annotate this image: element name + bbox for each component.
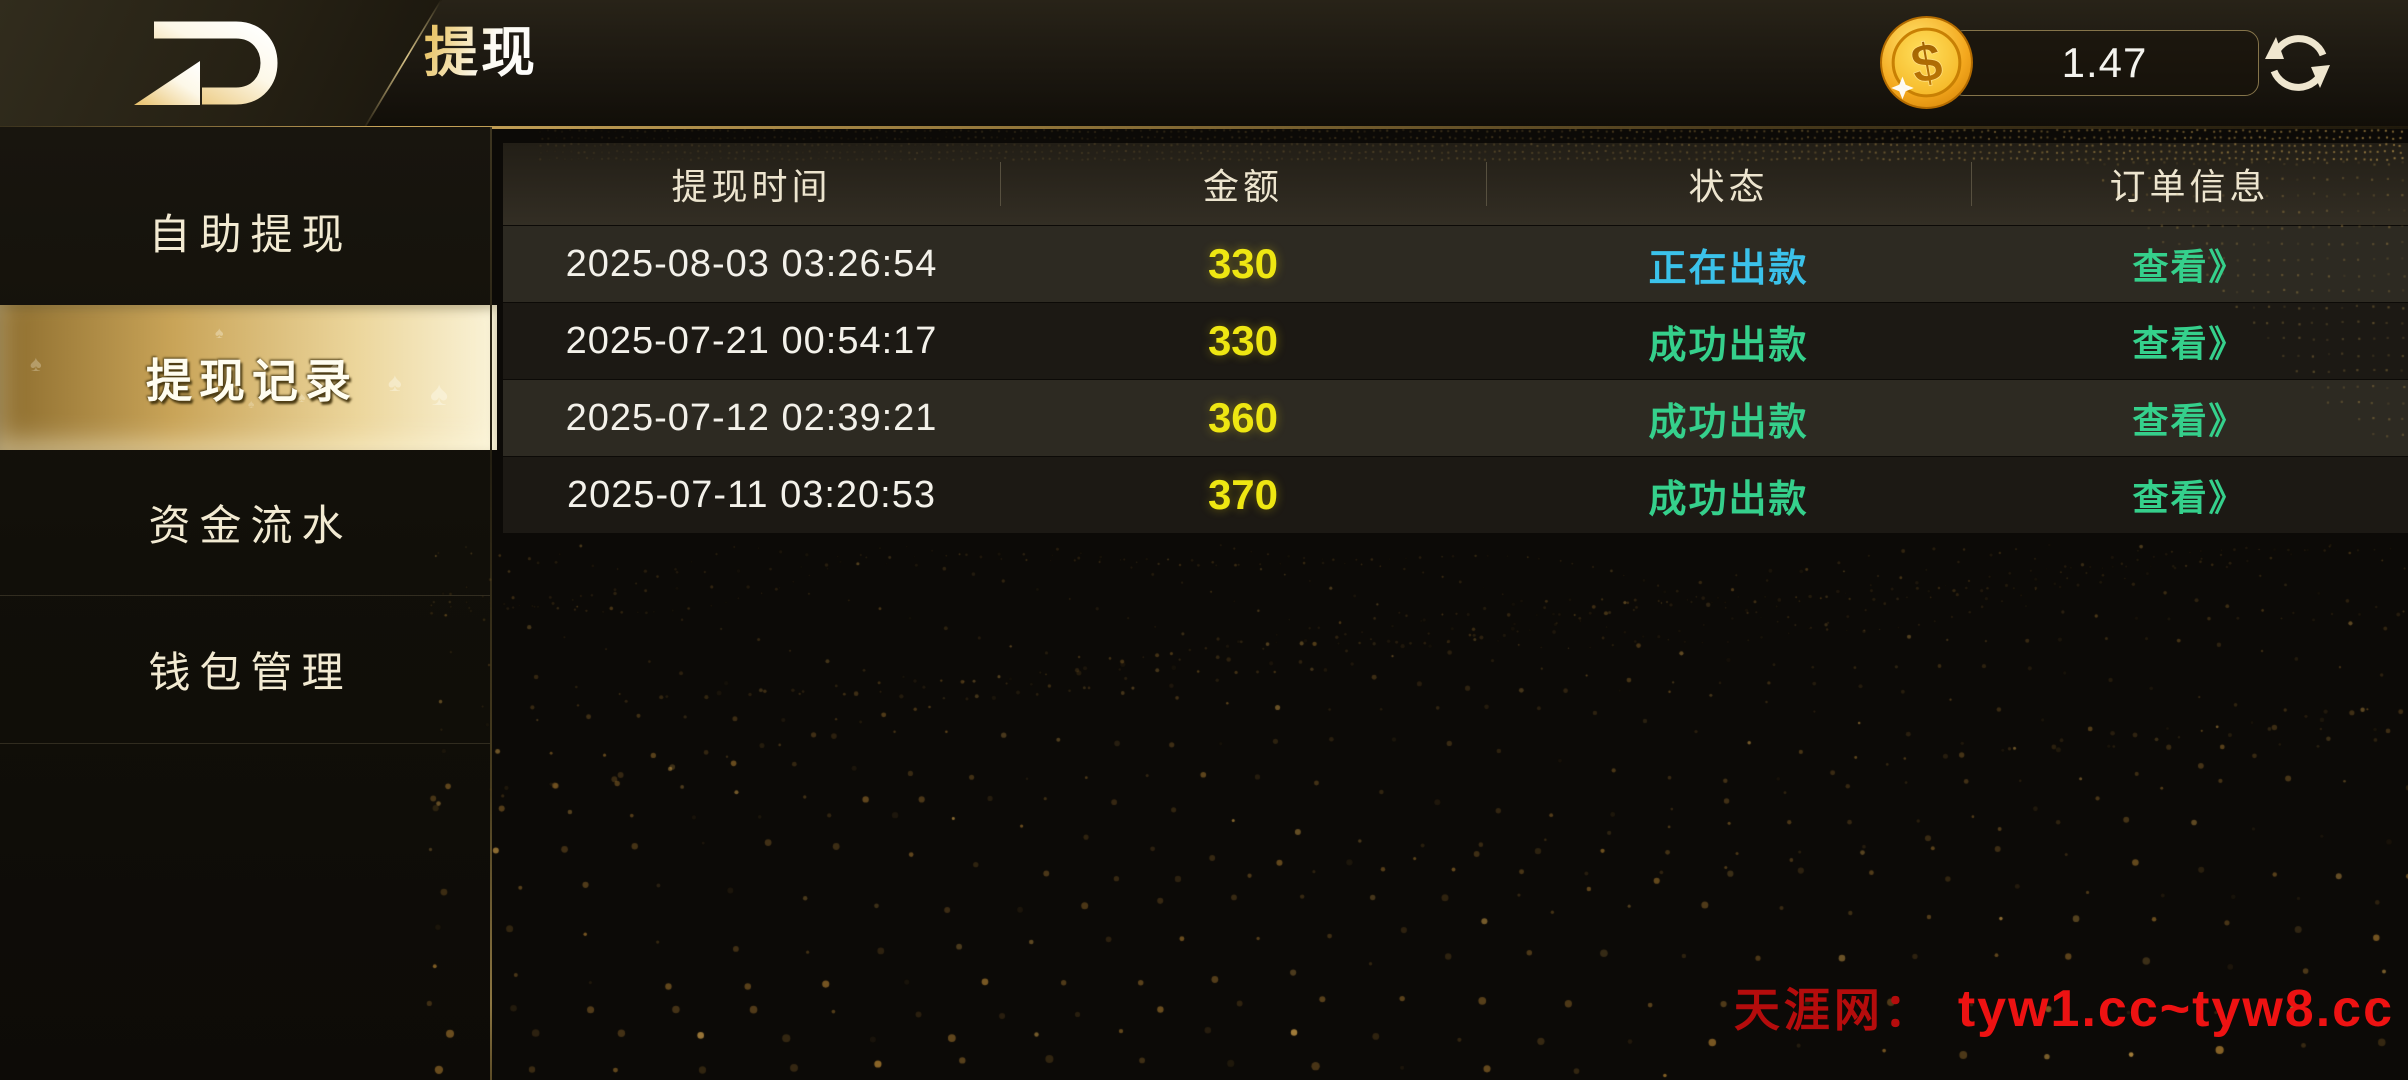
- withdraw-time: 2025-07-12 02:39:21: [565, 396, 938, 439]
- refresh-button[interactable]: [2262, 27, 2334, 99]
- balance-pill[interactable]: 1.47: [1950, 30, 2259, 96]
- view-order-link[interactable]: 查看》: [2132, 323, 2247, 364]
- withdraw-status: 成功出款: [1648, 478, 1809, 521]
- view-order-link[interactable]: 查看》: [2132, 400, 2247, 441]
- refresh-icon: [2265, 35, 2330, 91]
- watermark-urls: tyw1.cc~tyw8.cc: [1957, 980, 2394, 1038]
- sidebar-item-label: 自助提现: [148, 210, 353, 258]
- withdraw-amount: 330: [1207, 317, 1279, 364]
- column-header-time: 提现时间: [671, 166, 832, 207]
- balance-display: 1.47 $: [1878, 14, 2298, 114]
- table-row: 2025-07-21 00:54:17 330 成功出款 查看》: [503, 303, 2408, 379]
- withdraw-amount: 330: [1207, 240, 1279, 287]
- logo-panel: [0, 0, 442, 127]
- withdraw-time: 2025-07-11 03:20:53: [566, 473, 937, 516]
- brand-logo-icon[interactable]: [108, 17, 298, 109]
- spade-icon: [215, 325, 224, 343]
- sidebar-item-self-withdraw[interactable]: 自助提现: [0, 157, 492, 305]
- withdraw-amount: 360: [1207, 394, 1279, 441]
- sidebar-divider: [490, 127, 492, 1080]
- sidebar-item-label: 钱包管理: [148, 648, 353, 696]
- withdraw-amount: 370: [1207, 471, 1279, 518]
- view-order-link[interactable]: 查看》: [2132, 477, 2247, 518]
- page-title: 提现: [424, 23, 538, 83]
- sidebar-item-label: 资金流水: [148, 502, 353, 549]
- table-row: 2025-08-03 03:26:54 330 正在出款 查看》: [503, 226, 2408, 302]
- table-row: 2025-07-11 03:20:53 370 成功出款 查看》: [503, 457, 2408, 533]
- withdraw-time: 2025-07-21 00:54:17: [565, 319, 938, 362]
- column-divider: [1000, 162, 1001, 206]
- spade-icon: [30, 351, 42, 377]
- watermark: 天涯网： tyw1.cc~tyw8.cc: [1734, 974, 2394, 1040]
- sidebar-item-label: 提现记录: [146, 354, 358, 407]
- withdraw-status: 成功出款: [1648, 324, 1809, 367]
- view-order-link[interactable]: 查看》: [2132, 246, 2247, 287]
- sidebar-item-wallet-management[interactable]: 钱包管理: [0, 595, 492, 744]
- spade-icon: [430, 375, 448, 414]
- watermark-site-name: 天涯网：: [1733, 984, 1934, 1036]
- column-divider: [1971, 162, 1972, 206]
- column-header-order-info: 订单信息: [2109, 166, 2270, 207]
- column-header-status: 状态: [1688, 166, 1769, 207]
- balance-value: 1.47: [2061, 39, 2148, 86]
- sidebar-item-withdraw-records-active[interactable]: 提现记录: [0, 305, 497, 450]
- withdraw-status: 正在出款: [1648, 247, 1809, 290]
- withdraw-records-table: 提现时间 金额 状态 订单信息 2025-08-03 03:26:54 330 …: [503, 143, 2408, 533]
- table-header-row: 提现时间 金额 状态 订单信息: [503, 143, 2408, 225]
- sidebar-item-fund-flow[interactable]: 资金流水: [0, 450, 492, 596]
- column-divider: [1486, 162, 1487, 206]
- sidebar: 自助提现 提现记录 资金流水 钱包管理: [0, 127, 497, 1080]
- column-header-amount: 金额: [1202, 166, 1283, 207]
- spade-icon: [388, 367, 402, 398]
- withdraw-time: 2025-08-03 03:26:54: [565, 242, 938, 285]
- top-bar: 提现 1.47: [0, 0, 2408, 129]
- table-row: 2025-07-12 02:39:21 360 成功出款 查看》: [503, 380, 2408, 456]
- dollar-coin-icon: $: [1880, 16, 1973, 109]
- withdraw-status: 成功出款: [1648, 401, 1809, 444]
